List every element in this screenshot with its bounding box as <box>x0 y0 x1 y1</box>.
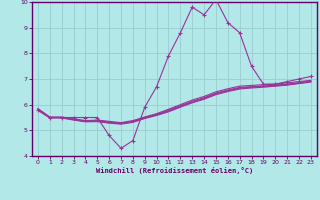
X-axis label: Windchill (Refroidissement éolien,°C): Windchill (Refroidissement éolien,°C) <box>96 167 253 174</box>
